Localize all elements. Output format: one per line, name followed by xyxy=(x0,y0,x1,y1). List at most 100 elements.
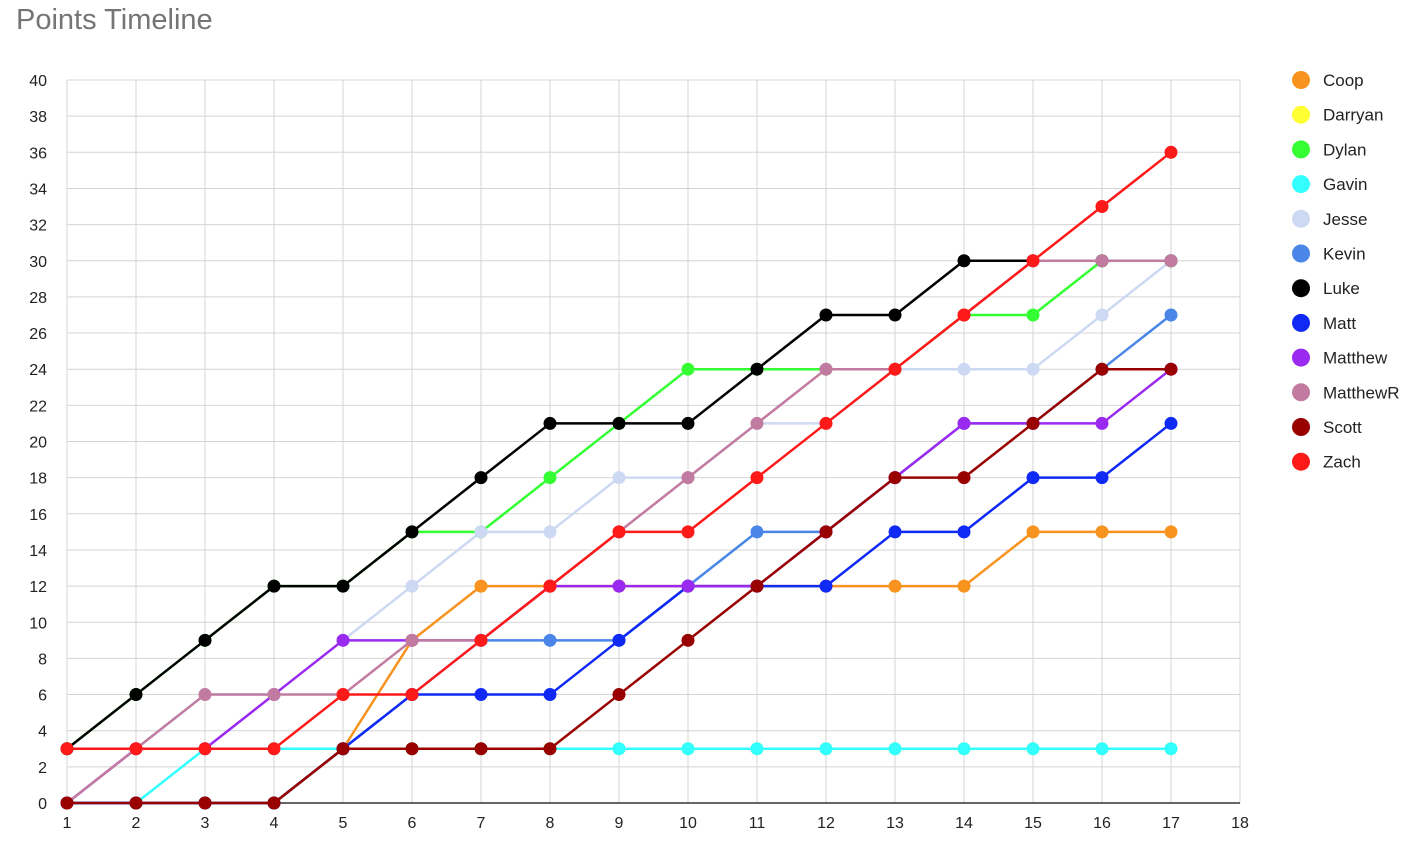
data-point[interactable] xyxy=(1026,471,1040,485)
data-point[interactable] xyxy=(819,525,833,539)
data-point[interactable] xyxy=(1095,416,1109,430)
legend-item-scott[interactable]: Scott xyxy=(1292,418,1362,437)
data-point[interactable] xyxy=(198,688,212,702)
data-point[interactable] xyxy=(681,633,695,647)
data-point[interactable] xyxy=(612,579,626,593)
data-point[interactable] xyxy=(819,579,833,593)
data-point[interactable] xyxy=(1164,362,1178,376)
data-point[interactable] xyxy=(612,416,626,430)
data-point[interactable] xyxy=(957,254,971,268)
legend-item-dylan[interactable]: Dylan xyxy=(1292,140,1366,159)
data-point[interactable] xyxy=(1095,525,1109,539)
data-point[interactable] xyxy=(1026,525,1040,539)
data-point[interactable] xyxy=(405,742,419,756)
data-point[interactable] xyxy=(474,742,488,756)
data-point[interactable] xyxy=(198,796,212,810)
data-point[interactable] xyxy=(1164,145,1178,159)
data-point[interactable] xyxy=(957,742,971,756)
legend-item-luke[interactable]: Luke xyxy=(1292,279,1360,298)
data-point[interactable] xyxy=(612,471,626,485)
data-point[interactable] xyxy=(405,579,419,593)
data-point[interactable] xyxy=(681,362,695,376)
data-point[interactable] xyxy=(543,579,557,593)
data-point[interactable] xyxy=(1095,200,1109,214)
data-point[interactable] xyxy=(612,633,626,647)
data-point[interactable] xyxy=(819,742,833,756)
data-point[interactable] xyxy=(957,308,971,322)
legend-item-matthew[interactable]: Matthew xyxy=(1292,348,1388,368)
data-point[interactable] xyxy=(543,688,557,702)
data-point[interactable] xyxy=(1164,308,1178,322)
data-point[interactable] xyxy=(1026,362,1040,376)
legend-item-darryan[interactable]: Darryan xyxy=(1292,105,1383,125)
data-point[interactable] xyxy=(888,525,902,539)
data-point[interactable] xyxy=(405,688,419,702)
legend-item-matthewr[interactable]: MatthewR xyxy=(1292,383,1400,402)
data-point[interactable] xyxy=(750,579,764,593)
data-point[interactable] xyxy=(474,579,488,593)
data-point[interactable] xyxy=(60,742,74,756)
data-point[interactable] xyxy=(1095,742,1109,756)
data-point[interactable] xyxy=(750,416,764,430)
legend-item-jesse[interactable]: Jesse xyxy=(1292,209,1367,229)
data-point[interactable] xyxy=(888,308,902,322)
data-point[interactable] xyxy=(681,742,695,756)
data-point[interactable] xyxy=(1026,308,1040,322)
data-point[interactable] xyxy=(336,579,350,593)
data-point[interactable] xyxy=(750,362,764,376)
data-point[interactable] xyxy=(819,362,833,376)
data-point[interactable] xyxy=(819,416,833,430)
data-point[interactable] xyxy=(1095,254,1109,268)
data-point[interactable] xyxy=(198,742,212,756)
data-point[interactable] xyxy=(888,579,902,593)
data-point[interactable] xyxy=(888,362,902,376)
legend-item-zach[interactable]: Zach xyxy=(1292,452,1361,472)
data-point[interactable] xyxy=(681,579,695,593)
data-point[interactable] xyxy=(612,688,626,702)
data-point[interactable] xyxy=(750,471,764,485)
data-point[interactable] xyxy=(1164,254,1178,268)
legend-item-coop[interactable]: Coop xyxy=(1292,71,1364,90)
data-point[interactable] xyxy=(474,633,488,647)
data-point[interactable] xyxy=(681,525,695,539)
data-point[interactable] xyxy=(1164,742,1178,756)
data-point[interactable] xyxy=(888,742,902,756)
data-point[interactable] xyxy=(957,416,971,430)
data-point[interactable] xyxy=(1026,254,1040,268)
data-point[interactable] xyxy=(957,525,971,539)
data-point[interactable] xyxy=(750,742,764,756)
data-point[interactable] xyxy=(267,742,281,756)
data-point[interactable] xyxy=(612,525,626,539)
data-point[interactable] xyxy=(474,688,488,702)
data-point[interactable] xyxy=(957,579,971,593)
data-point[interactable] xyxy=(1026,742,1040,756)
legend-item-kevin[interactable]: Kevin xyxy=(1292,244,1366,264)
data-point[interactable] xyxy=(474,525,488,539)
data-point[interactable] xyxy=(405,633,419,647)
data-point[interactable] xyxy=(336,742,350,756)
data-point[interactable] xyxy=(1095,362,1109,376)
data-point[interactable] xyxy=(1095,308,1109,322)
data-point[interactable] xyxy=(60,796,74,810)
data-point[interactable] xyxy=(543,416,557,430)
data-point[interactable] xyxy=(1164,416,1178,430)
data-point[interactable] xyxy=(474,471,488,485)
data-point[interactable] xyxy=(1026,416,1040,430)
data-point[interactable] xyxy=(957,471,971,485)
data-point[interactable] xyxy=(336,688,350,702)
data-point[interactable] xyxy=(957,362,971,376)
data-point[interactable] xyxy=(681,416,695,430)
data-point[interactable] xyxy=(129,742,143,756)
data-point[interactable] xyxy=(543,471,557,485)
data-point[interactable] xyxy=(129,796,143,810)
legend-item-matt[interactable]: Matt xyxy=(1292,313,1356,333)
data-point[interactable] xyxy=(543,742,557,756)
data-point[interactable] xyxy=(1164,525,1178,539)
data-point[interactable] xyxy=(1095,471,1109,485)
data-point[interactable] xyxy=(198,633,212,647)
data-point[interactable] xyxy=(681,471,695,485)
data-point[interactable] xyxy=(336,633,350,647)
data-point[interactable] xyxy=(888,471,902,485)
data-point[interactable] xyxy=(543,525,557,539)
data-point[interactable] xyxy=(750,525,764,539)
